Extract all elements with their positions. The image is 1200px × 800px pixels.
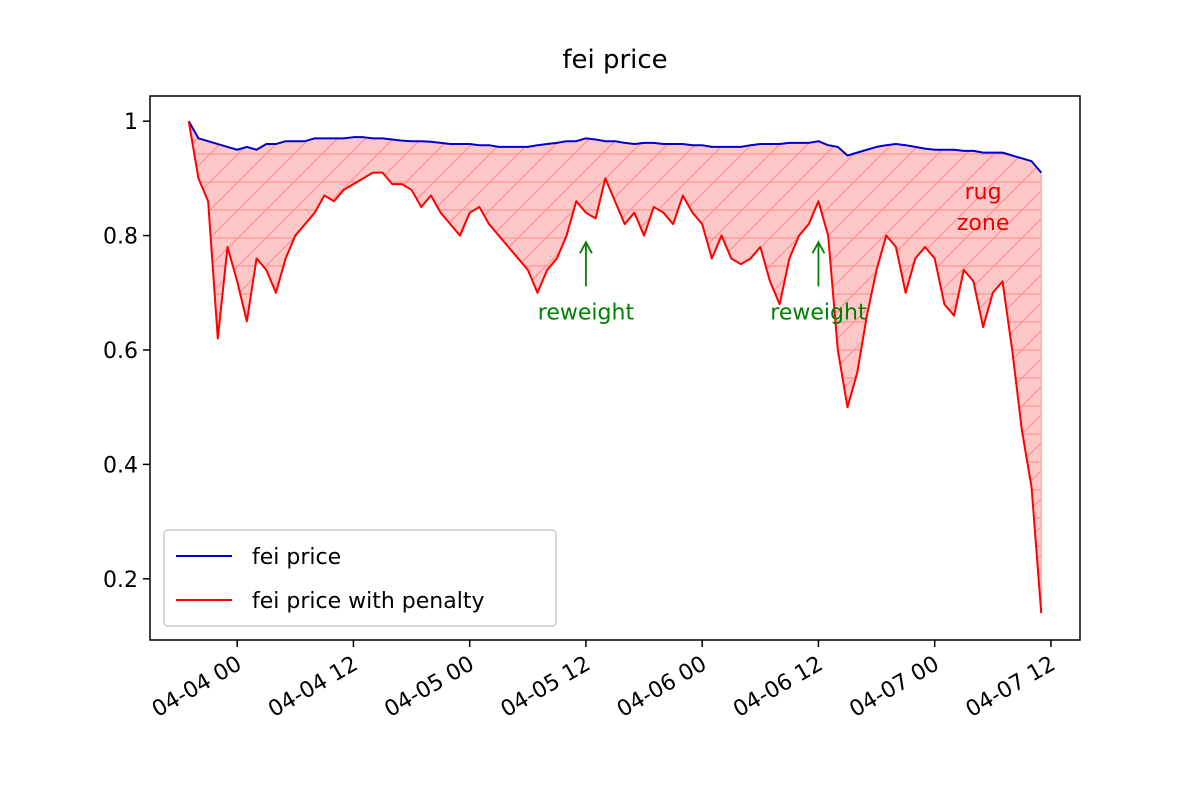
chart-title: fei price xyxy=(562,45,667,75)
annotation-text: reweight xyxy=(538,300,635,325)
annotation-text: reweight xyxy=(770,300,867,325)
line-series xyxy=(187,120,1043,174)
y-tick-label: 0.8 xyxy=(103,225,138,250)
line-series xyxy=(187,121,1043,614)
y-tick-label: 0.2 xyxy=(103,568,138,593)
y-tick-label: 0.4 xyxy=(103,453,138,478)
legend-label: fei price xyxy=(252,545,341,570)
x-tick-label: 04-04 00 xyxy=(148,652,246,723)
x-tick-label: 04-05 00 xyxy=(381,652,479,723)
legend-label: fei price with penalty xyxy=(252,589,484,614)
x-tick-label: 04-06 00 xyxy=(613,652,711,723)
y-tick-label: 0.6 xyxy=(103,339,138,364)
annotation-text: rug zone xyxy=(957,180,1010,236)
legend-box xyxy=(163,529,557,627)
plot-frame xyxy=(149,95,1081,641)
x-tick-label: 04-07 12 xyxy=(962,652,1060,723)
annotation-arrowhead xyxy=(811,240,826,254)
x-tick-label: 04-06 12 xyxy=(729,652,827,723)
annotation-arrowhead xyxy=(579,240,593,254)
x-tick-label: 04-07 00 xyxy=(846,652,944,723)
x-tick-label: 04-04 12 xyxy=(264,652,362,723)
x-tick-label: 04-05 12 xyxy=(497,652,595,723)
y-tick-label: 1 xyxy=(124,110,138,135)
